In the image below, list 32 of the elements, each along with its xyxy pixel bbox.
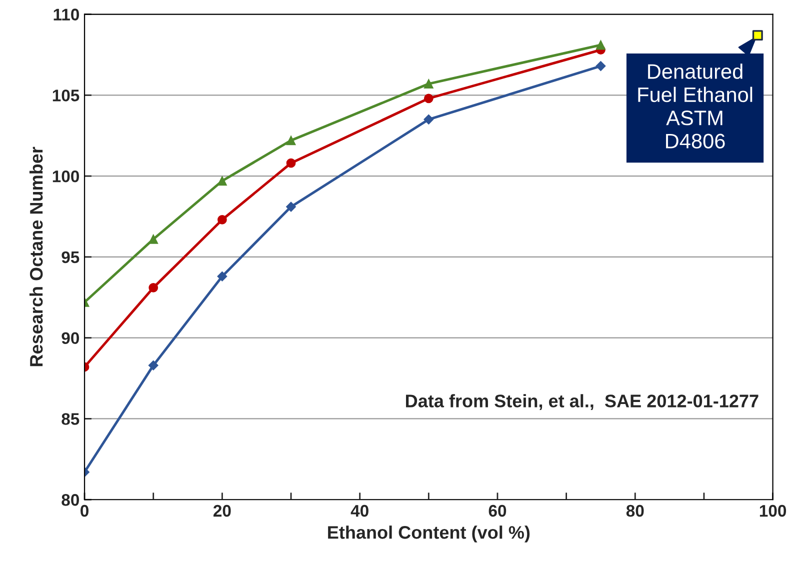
- point: [148, 360, 158, 370]
- annotation: Data from Stein, et al., SAE 2012-01-1277: [406, 394, 758, 410]
- y-tick-label: 85: [62, 413, 80, 425]
- point: [424, 114, 434, 124]
- x-tick-label: 0: [80, 504, 88, 517]
- x-tick-label: 100: [760, 504, 786, 517]
- y-tick-label: 95: [62, 251, 80, 264]
- x-tick-label: 40: [350, 504, 368, 517]
- y-tick-label: 110: [54, 8, 79, 20]
- point: [286, 158, 296, 168]
- point: [148, 234, 158, 244]
- x-tick-label: 20: [213, 504, 231, 517]
- annotation: Denatured Fuel Ethanol ASTM D4806: [638, 64, 752, 148]
- y-tick-label: 80: [62, 494, 79, 506]
- point: [596, 61, 606, 71]
- y-axis-title: Research Octane Number: [29, 146, 43, 366]
- point: [217, 176, 227, 186]
- x-tick-label: 80: [626, 504, 644, 517]
- point: [424, 94, 434, 104]
- point: [148, 283, 158, 292]
- y-tick-label: 100: [52, 170, 79, 182]
- x-axis-title: Ethanol Content (vol %): [328, 526, 530, 542]
- point: [217, 271, 228, 282]
- point: [424, 79, 434, 89]
- point: [217, 215, 227, 224]
- y-tick-label: 90: [62, 332, 79, 344]
- point: [286, 202, 296, 212]
- x-tick-label: 60: [488, 504, 506, 517]
- point: [596, 40, 606, 50]
- point: [286, 136, 296, 146]
- y-tick-label: 105: [52, 90, 80, 102]
- point: [752, 30, 763, 41]
